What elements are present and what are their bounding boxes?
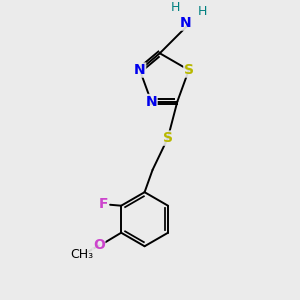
Text: F: F (99, 197, 108, 211)
Text: N: N (134, 63, 146, 77)
Text: S: S (184, 63, 194, 77)
Text: CH₃: CH₃ (70, 248, 93, 262)
Text: H: H (171, 1, 180, 13)
Text: H: H (198, 5, 207, 18)
Text: S: S (163, 131, 173, 145)
Text: N: N (179, 16, 191, 30)
Text: O: O (93, 238, 105, 253)
Text: N: N (146, 94, 157, 109)
